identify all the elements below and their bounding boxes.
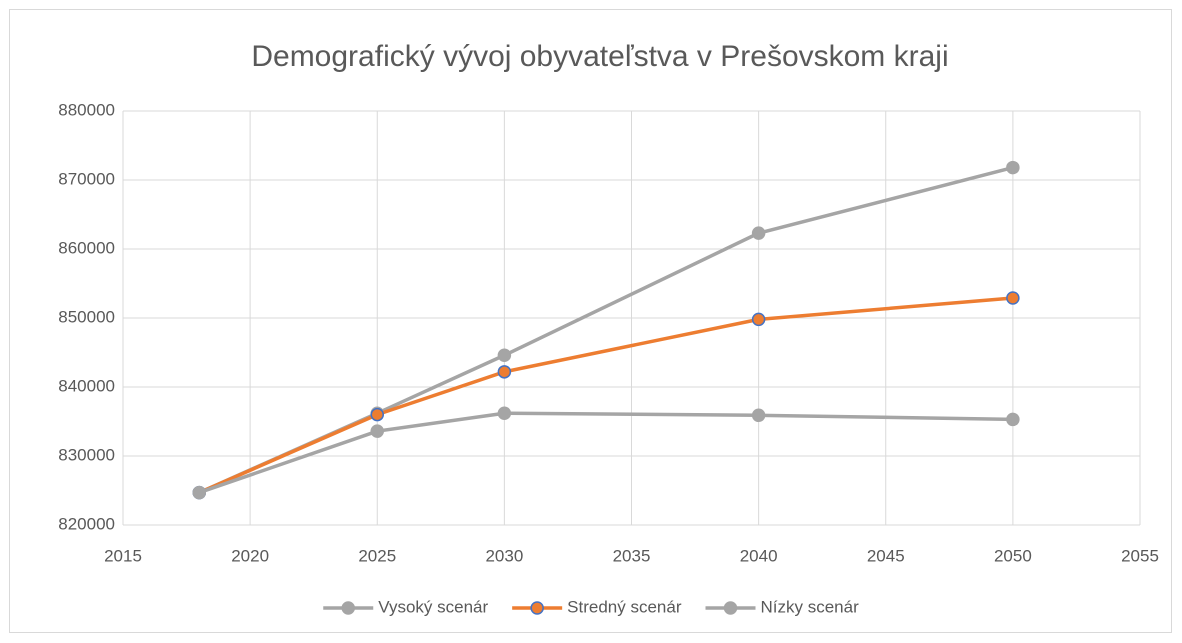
legend-item: Stredný scenár	[512, 597, 682, 616]
legend-marker	[723, 601, 738, 615]
x-tick-label: 2055	[1121, 546, 1159, 565]
marker	[1006, 160, 1020, 175]
chart-title: Demografický vývoj obyvateľstva v Prešov…	[251, 40, 948, 73]
marker	[192, 485, 207, 500]
y-tick-label: 860000	[58, 238, 115, 257]
marker	[751, 312, 766, 327]
legend-item: Vysoký scenár	[323, 597, 488, 616]
x-tick-label: 2045	[867, 546, 905, 565]
marker	[1006, 412, 1020, 427]
plot	[192, 160, 1020, 500]
marker	[751, 408, 766, 423]
x-tick-label: 2050	[994, 546, 1032, 565]
marker	[370, 424, 384, 438]
legend-label: Vysoký scenár	[378, 597, 488, 616]
legend-label: Stredný scenár	[567, 597, 682, 616]
y-tick-label: 820000	[58, 514, 115, 533]
y-tick-label: 870000	[58, 169, 115, 188]
x-tick-label: 2035	[613, 546, 651, 565]
grid: 820000 830000 840000 850000 860000 870000 8800…	[58, 100, 1159, 565]
x-tick-label: 2025	[358, 546, 396, 565]
marker	[497, 406, 512, 420]
legend-item: Nízky scenár	[705, 597, 860, 616]
y-tick-label: 830000	[58, 445, 115, 464]
x-tick-label: 2020	[231, 546, 269, 565]
y-tick-label: 840000	[58, 376, 115, 395]
x-tick-label: 2040	[740, 546, 778, 565]
y-tick-label: 880000	[58, 100, 115, 119]
x-tick-label: 2015	[104, 546, 142, 565]
legend: Vysoký scenár Stredný scenár Nízky scenár	[323, 597, 859, 616]
marker	[497, 365, 512, 379]
marker	[370, 407, 384, 422]
x-tick-label: 2030	[485, 546, 523, 565]
chart-border	[9, 9, 1172, 633]
marker	[751, 226, 766, 240]
marker	[497, 348, 512, 363]
legend-label: Nízky scenár	[761, 597, 860, 616]
legend-marker	[341, 601, 355, 615]
marker	[1006, 291, 1020, 305]
y-tick-label: 850000	[58, 307, 115, 326]
legend-marker	[530, 601, 544, 615]
